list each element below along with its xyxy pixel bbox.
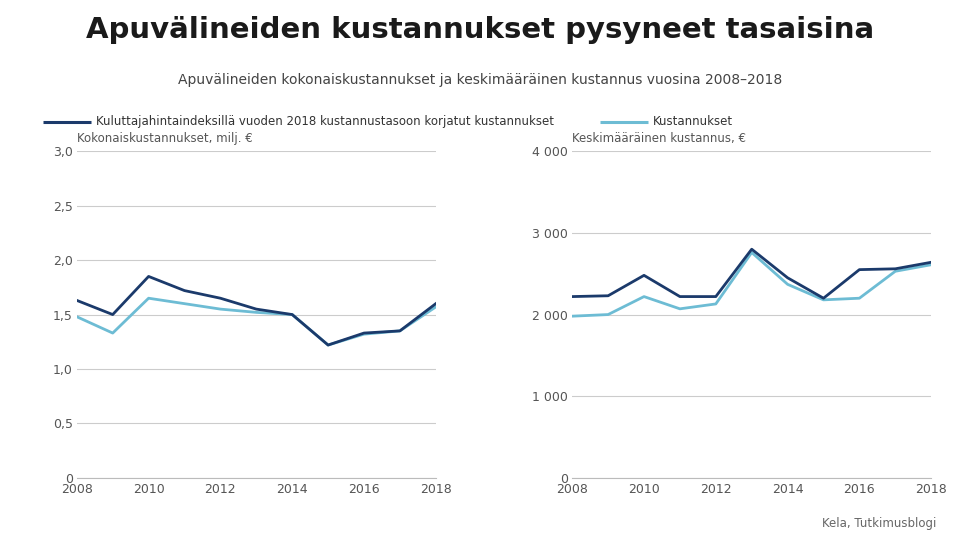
Text: Kela, Tutkimusblogi: Kela, Tutkimusblogi — [822, 517, 936, 530]
Text: Kuluttajahintaindeksillä vuoden 2018 kustannustasoon korjatut kustannukset: Kuluttajahintaindeksillä vuoden 2018 kus… — [96, 115, 554, 128]
Text: Apuvälineiden kustannukset pysyneet tasaisina: Apuvälineiden kustannukset pysyneet tasa… — [86, 16, 874, 44]
Text: Kokonaiskustannukset, milj. €: Kokonaiskustannukset, milj. € — [77, 132, 252, 145]
Text: Kustannukset: Kustannukset — [653, 115, 732, 128]
Text: Apuvälineiden kokonaiskustannukset ja keskimääräinen kustannus vuosina 2008–2018: Apuvälineiden kokonaiskustannukset ja ke… — [178, 73, 782, 87]
Text: Keskimääräinen kustannus, €: Keskimääräinen kustannus, € — [572, 132, 746, 145]
